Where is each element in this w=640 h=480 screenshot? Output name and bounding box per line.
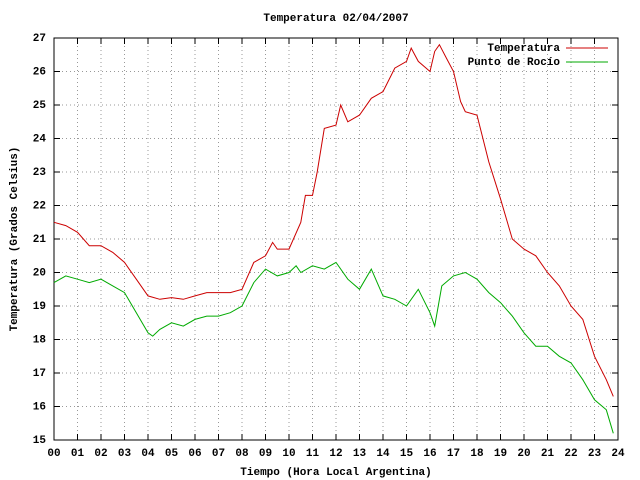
x-tick-label: 18 [470,448,484,460]
x-tick-label: 05 [165,448,179,460]
x-tick-label: 14 [376,448,390,460]
x-tick-label: 10 [282,448,295,460]
y-tick-label: 24 [33,133,47,145]
series-line [53,261,614,434]
y-tick-label: 26 [33,66,46,78]
x-tick-label: 17 [447,448,460,460]
y-tick-label: 17 [33,368,46,380]
x-tick-label: 01 [71,448,85,460]
x-tick-label: 19 [494,448,507,460]
y-tick-label: 19 [33,301,46,313]
y-tick-label: 20 [33,267,46,279]
y-tick-label: 25 [33,100,47,112]
y-tick-label: 21 [33,234,47,246]
x-tick-label: 02 [94,448,107,460]
series-line [53,43,614,397]
y-tick-label: 15 [33,435,47,447]
x-tick-label: 15 [400,448,414,460]
x-tick-label: 09 [259,448,272,460]
x-tick-label: 24 [611,448,625,460]
plot-frame [53,37,619,441]
x-tick-label: 04 [141,448,155,460]
x-tick-label: 13 [353,448,367,460]
y-tick-label: 18 [33,334,47,346]
chart-title: Temperatura 02/04/2007 [263,13,408,25]
y-tick-label: 27 [33,33,46,45]
x-tick-label: 12 [329,448,342,460]
x-tick-label: 22 [564,448,577,460]
x-tick-label: 00 [47,448,60,460]
y-tick-label: 23 [33,167,47,179]
y-tick-label: 16 [33,401,46,413]
x-tick-label: 23 [588,448,602,460]
x-tick-label: 20 [517,448,530,460]
x-axis-label: Tiempo (Hora Local Argentina) [240,467,431,479]
x-tick-label: 16 [423,448,436,460]
legend-label: Temperatura [487,43,560,55]
y-tick-label: 22 [33,200,46,212]
y-axis-label: Temperatura (Grados Celsius) [9,147,21,332]
legend-label: Punto de Rocío [468,57,561,69]
x-tick-label: 06 [188,448,201,460]
x-tick-label: 08 [235,448,249,460]
x-tick-label: 03 [118,448,132,460]
x-tick-label: 07 [212,448,225,460]
x-tick-label: 11 [306,448,320,460]
x-tick-label: 21 [541,448,555,460]
